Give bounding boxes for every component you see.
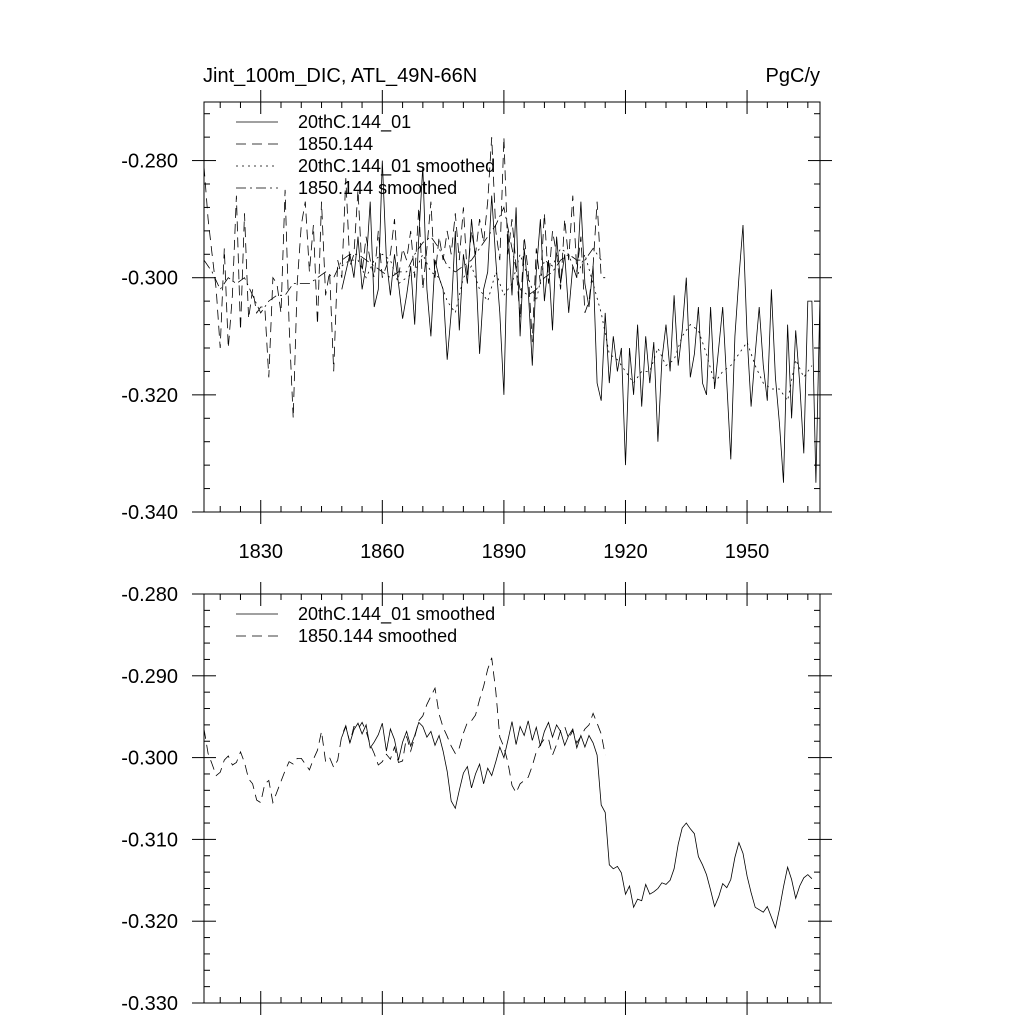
y-tick-label: -0.320 xyxy=(121,385,178,407)
legend-label: 1850.144 smoothed xyxy=(298,178,457,198)
series-line-2 xyxy=(204,657,606,805)
y-tick-label: -0.340 xyxy=(121,502,178,524)
y-tick-label: -0.300 xyxy=(121,748,178,770)
x-tick-label: 1830 xyxy=(238,541,283,563)
top-panel: Jint_100m_DIC, ATL_49N-66N PgC/y 1830 186… xyxy=(121,65,832,563)
y-tick-label: -0.320 xyxy=(121,911,178,933)
bottom-panel: -0.280 -0.290 -0.300 -0.310 -0.320 -0.330 20th… xyxy=(121,582,832,1015)
y-tick-label: -0.300 xyxy=(121,268,178,290)
y-tick-label: -0.280 xyxy=(121,584,178,606)
x-tick-label: 1890 xyxy=(482,541,527,563)
plot-frame xyxy=(203,101,821,513)
x-tick-label: 1860 xyxy=(360,541,405,563)
series-line-1 xyxy=(341,160,820,483)
series-line-1 xyxy=(341,720,813,930)
y-tick-label: -0.290 xyxy=(121,666,178,688)
y-tick-label: -0.310 xyxy=(121,829,178,851)
y-tick-label: -0.280 xyxy=(121,151,178,173)
series-line-2 xyxy=(204,137,606,419)
plot-frame xyxy=(203,593,821,1004)
legend-label: 20thC.144_01 smoothed xyxy=(298,604,495,625)
chart-title: Jint_100m_DIC, ATL_49N-66N xyxy=(203,65,477,87)
series-line-4 xyxy=(204,206,602,314)
legend-label: 20thC.144_01 xyxy=(298,112,411,133)
x-tick-label: 1920 xyxy=(603,541,648,563)
y-tick-label: -0.330 xyxy=(121,993,178,1015)
units-label: PgC/y xyxy=(766,65,820,87)
x-tick-label: 1950 xyxy=(725,541,770,563)
legend-label: 20thC.144_01 smoothed xyxy=(298,156,495,177)
legend-label: 1850.144 smoothed xyxy=(298,626,457,646)
legend-label: 1850.144 xyxy=(298,134,373,154)
